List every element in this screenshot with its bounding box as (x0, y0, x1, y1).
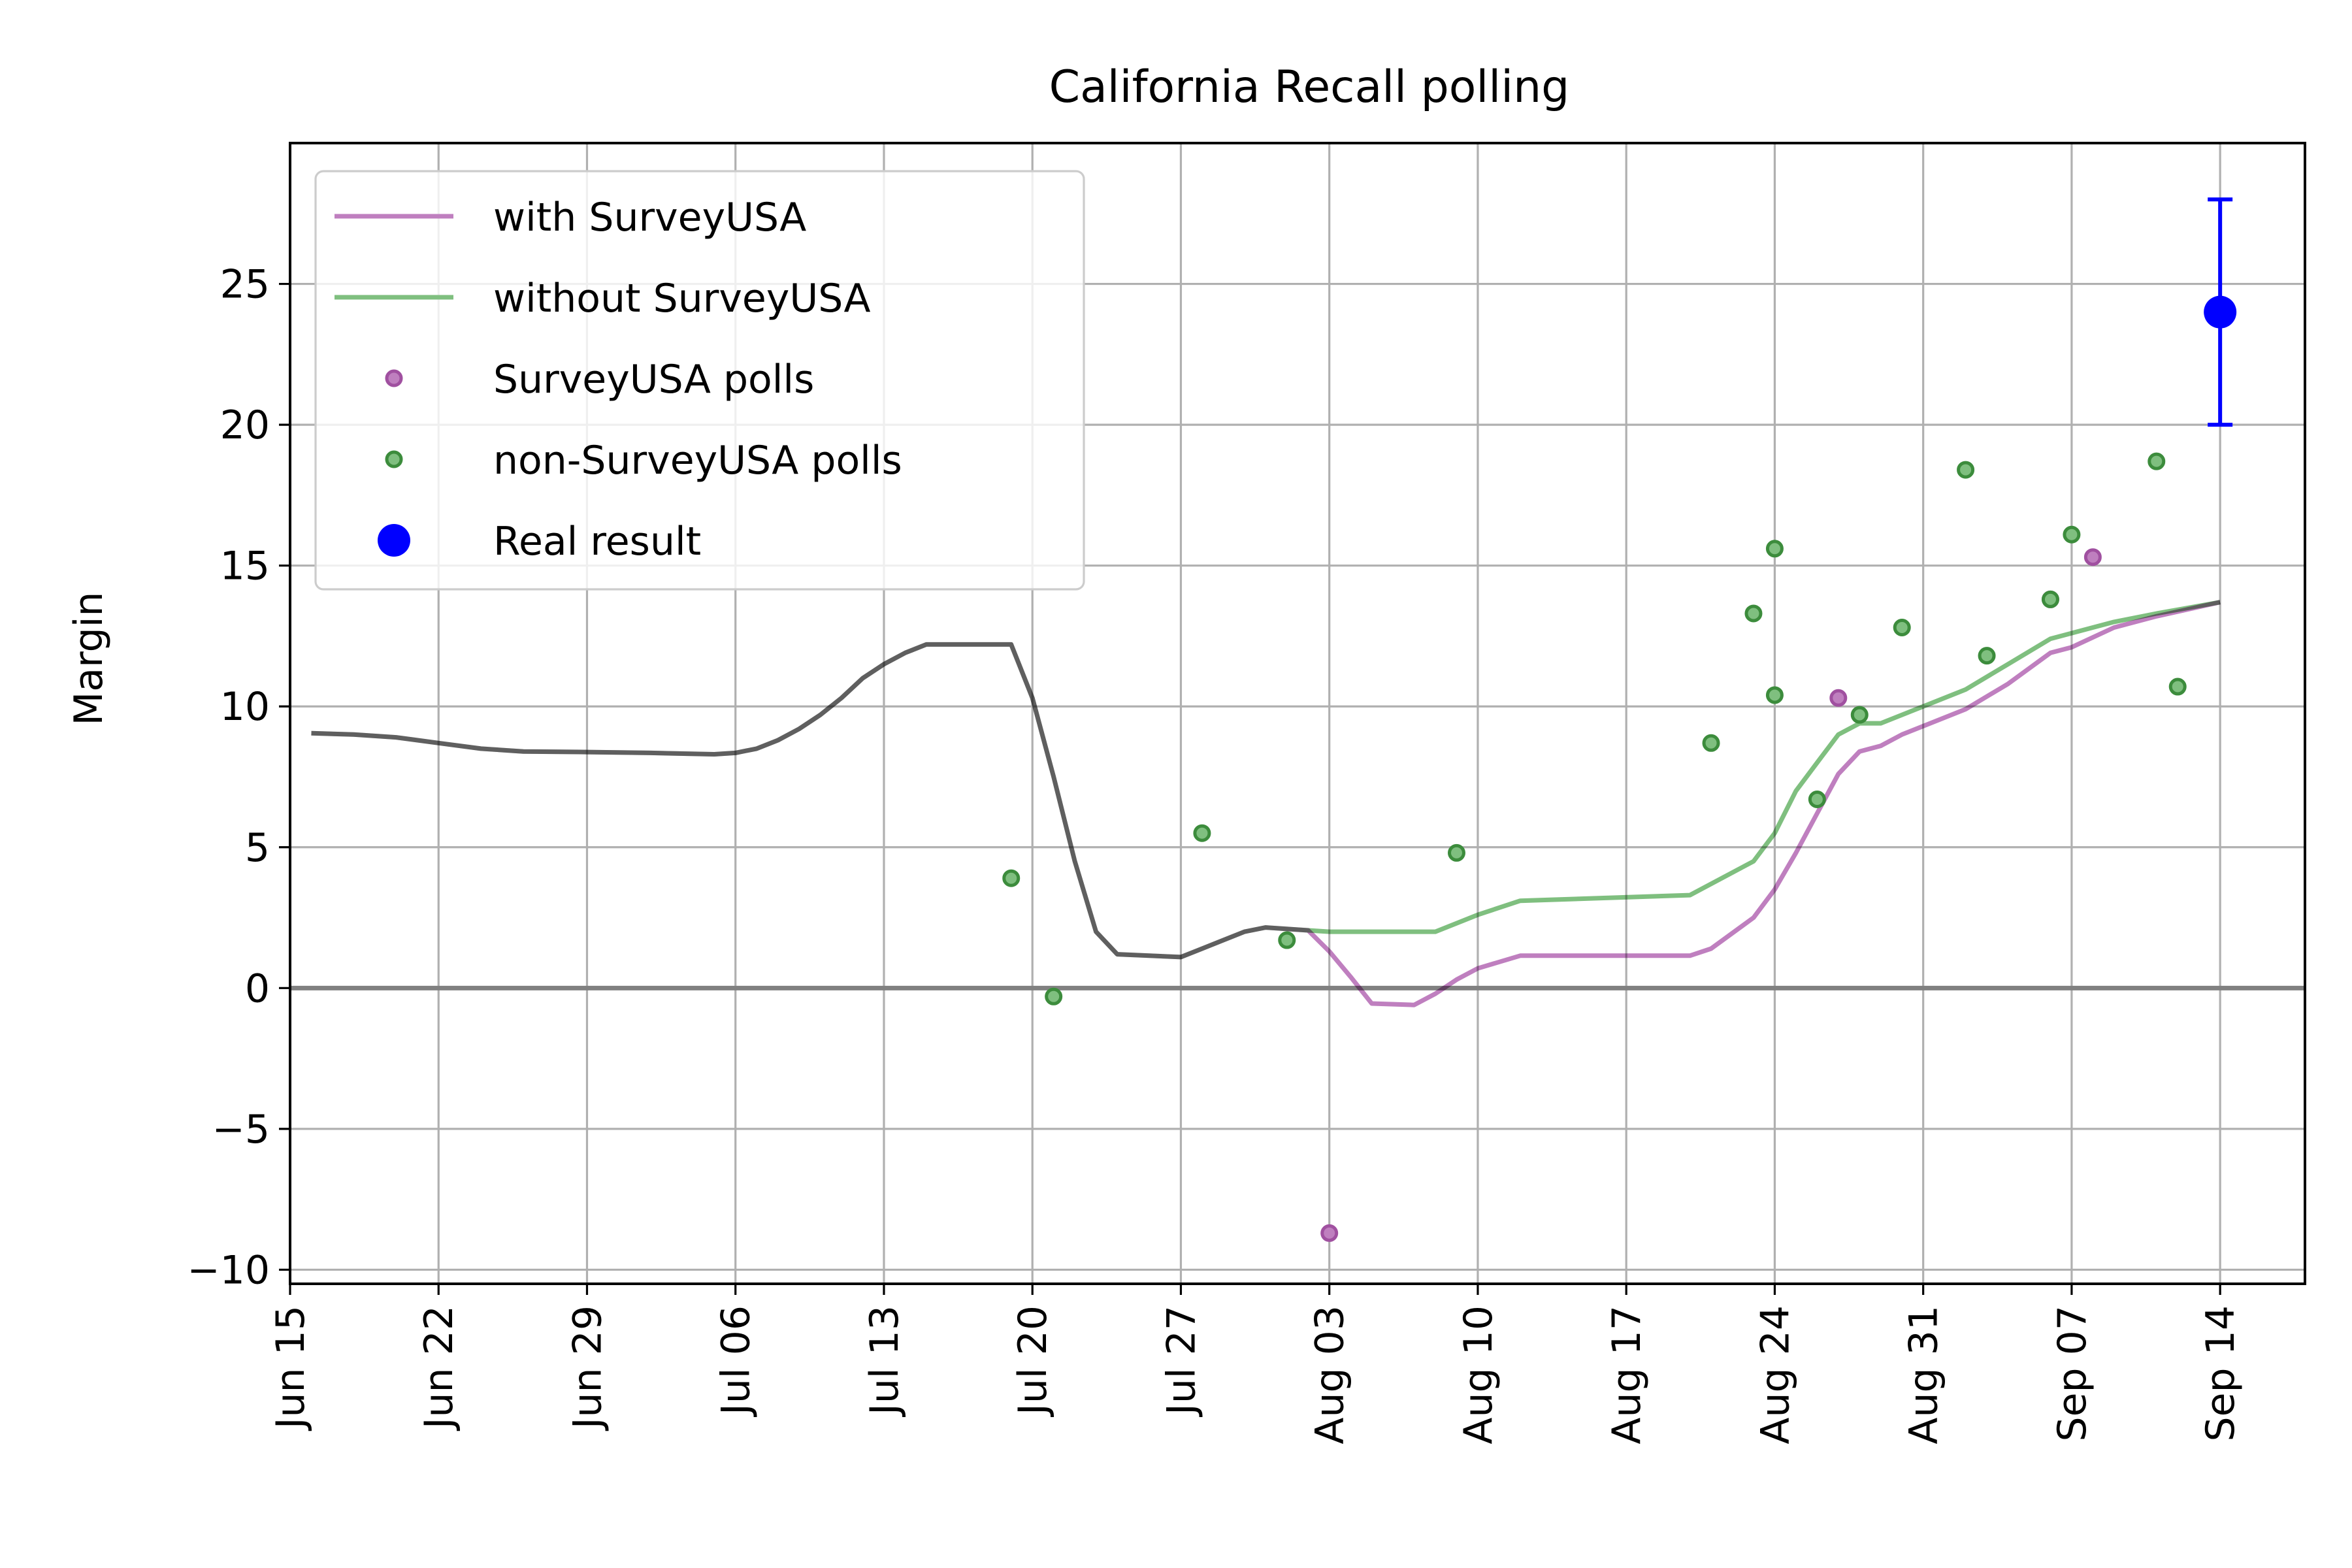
poll-point (1765, 540, 1784, 558)
poll-point (1765, 686, 1784, 704)
legend-swatch-dot (385, 450, 403, 468)
poll-point (1978, 647, 1996, 665)
axis-ticks: Jun 15 Jun 22 Jun 29 Jul 06 Jul 13 Jul 20 Jul … (187, 262, 2244, 1445)
legend-swatch-dot (378, 524, 410, 557)
poll-point (1957, 461, 1975, 479)
poll-point (1278, 931, 1296, 949)
x-tick-label: Aug 03 (1307, 1305, 1353, 1445)
y-tick-label: 20 (220, 402, 270, 448)
x-tick-label: Jul 20 (1010, 1305, 1056, 1418)
poll-point (1002, 869, 1021, 887)
poll-point (2041, 590, 2059, 608)
poll-point (2063, 525, 2081, 544)
x-tick-label: Jun 22 (416, 1305, 462, 1431)
y-tick-label: 25 (220, 262, 270, 308)
series-group (311, 197, 2237, 1242)
legend-label: without SurveyUSA (493, 276, 871, 321)
x-tick-label: Aug 31 (1901, 1305, 1947, 1445)
y-tick-label: 0 (245, 966, 270, 1011)
poll-point (1447, 843, 1465, 862)
poll-point (1702, 734, 1720, 752)
poll-point (1744, 604, 1763, 623)
legend-label: non-SurveyUSA polls (493, 438, 902, 483)
poll-point (2083, 548, 2102, 566)
legend-label: SurveyUSA polls (493, 357, 814, 402)
x-tick-label: Aug 17 (1604, 1305, 1650, 1445)
plot-frame (289, 142, 2306, 1285)
y-tick-label: 5 (245, 825, 270, 871)
poll-point (2168, 678, 2187, 696)
legend: with SurveyUSA without SurveyUSA SurveyUSA… (314, 170, 1085, 591)
legend-swatch-dot (385, 369, 403, 387)
x-tick-label: Jul 27 (1158, 1305, 1204, 1418)
y-tick-label: 15 (220, 544, 270, 589)
poll-point (1045, 987, 1063, 1005)
x-tick-label: Sep 07 (2050, 1305, 2095, 1442)
x-tick-label: Jun 15 (268, 1305, 314, 1431)
y-tick-label: 10 (220, 684, 270, 730)
x-tick-label: Jun 29 (564, 1305, 610, 1431)
poll-point (1320, 1224, 1339, 1242)
y-tick-label: −10 (187, 1247, 270, 1293)
x-tick-label: Jul 13 (862, 1305, 907, 1418)
y-tick-label: −5 (212, 1107, 270, 1152)
poll-point (2148, 452, 2166, 470)
poll-point (1193, 824, 1211, 842)
series-line-1 (311, 600, 2221, 960)
x-tick-label: Aug 24 (1752, 1305, 1798, 1445)
result-point (2204, 295, 2237, 329)
chart-title: California Recall polling (1049, 61, 1570, 113)
poll-point (1893, 619, 1911, 637)
legend-label: Real result (493, 519, 701, 564)
x-tick-label: Jul 06 (713, 1305, 759, 1418)
poll-point (1850, 706, 1869, 724)
legend-box (314, 170, 1085, 591)
poll-point (1829, 689, 1848, 707)
legend-label: with SurveyUSA (493, 195, 806, 240)
y-axis-label: Margin (66, 592, 112, 726)
x-tick-label: Sep 14 (2198, 1305, 2244, 1442)
x-tick-label: Aug 10 (1456, 1305, 1501, 1445)
poll-point (1808, 790, 1826, 808)
